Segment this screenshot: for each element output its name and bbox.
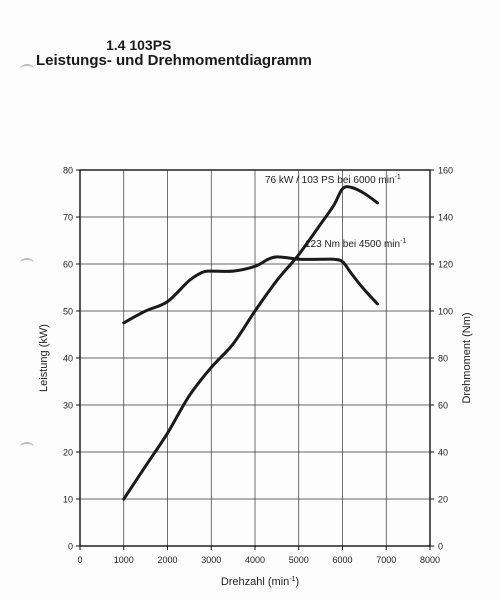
x-tick-label: 8000	[420, 555, 440, 565]
page-title: 1.4 103PS	[106, 37, 172, 53]
x-tick-label: 1000	[114, 555, 134, 565]
x-tick-label: 3000	[201, 555, 221, 565]
punch-hole-mark	[20, 64, 34, 74]
punch-hole-mark	[20, 258, 34, 268]
y-right-tick-label: 80	[438, 354, 448, 364]
chart-grid	[79, 169, 431, 547]
power-curve-line	[122, 185, 379, 501]
punch-hole-mark	[20, 442, 34, 452]
x-axis-label: Drehzahl (min-1)	[221, 576, 299, 588]
y-left-tick-label: 70	[63, 213, 73, 223]
y-right-tick-label: 60	[438, 401, 448, 411]
y-axis-right-label: Drehmoment (Nm)	[461, 312, 473, 403]
annotation-torque-peak: 123 Nm bei 4500 min-1	[305, 238, 406, 250]
y-left-tick-label: 40	[63, 354, 73, 364]
x-tick-label: 7000	[376, 555, 396, 565]
y-axis-left-label: Leistung (kW)	[38, 324, 50, 392]
page-subtitle: Leistungs- und Drehmomentdiagramm	[36, 52, 312, 69]
x-tick-label: 4000	[245, 555, 265, 565]
y-right-tick-label: 140	[438, 213, 453, 223]
y-right-tick-label: 40	[438, 448, 448, 458]
torque-curve-line	[122, 255, 379, 325]
annotation-power-peak: 76 kW / 103 PS bei 6000 min-1	[265, 174, 401, 186]
y-left-tick-label: 50	[63, 307, 73, 317]
chart-ticks: 0 1000 2000 3000 4000 5000 6000 7000 80000102030…	[63, 166, 453, 566]
x-tick-label: 0	[77, 555, 82, 565]
y-right-tick-label: 160	[438, 166, 453, 176]
x-tick-label: 5000	[289, 555, 309, 565]
y-right-tick-label: 100	[438, 307, 453, 317]
y-left-tick-label: 60	[63, 260, 73, 270]
y-right-tick-label: 0	[438, 542, 443, 552]
y-left-tick-label: 80	[63, 166, 73, 176]
y-right-tick-label: 20	[438, 495, 448, 505]
y-left-tick-label: 30	[63, 401, 73, 411]
x-tick-label: 6000	[332, 555, 352, 565]
x-tick-label: 2000	[157, 555, 177, 565]
y-left-tick-label: 10	[63, 495, 73, 505]
y-left-tick-label: 20	[63, 448, 73, 458]
y-left-tick-label: 0	[68, 542, 73, 552]
chart-curves	[122, 185, 379, 501]
y-right-tick-label: 120	[438, 260, 453, 270]
